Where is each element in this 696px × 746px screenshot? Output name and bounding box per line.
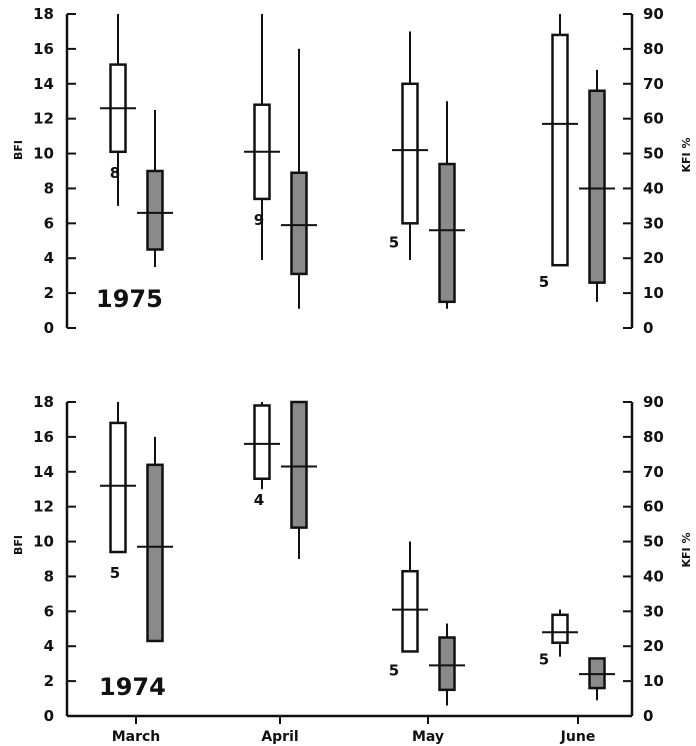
year-label: 1975 [96,285,163,313]
y-tick-label-left: 12 [33,110,54,128]
y-tick-label-right: 0 [643,707,653,725]
y-tick-label-right: 40 [643,179,664,197]
y-tick-label-left: 4 [44,637,54,655]
box-kfi [146,169,164,251]
y-tick-label-left: 0 [44,319,54,337]
x-category-label: June [560,729,596,745]
y-tick-label-right: 40 [643,567,664,585]
y-tick-label-left: 18 [33,393,54,411]
sample-size-label: 5 [389,233,399,251]
sample-size-label: 5 [539,651,549,669]
y-tick-label-right: 20 [643,637,664,655]
y-tick-label-left: 18 [33,5,54,23]
y-tick-label-left: 14 [33,463,54,481]
y-tick-label-right: 50 [643,145,664,163]
x-category-label: May [412,729,444,745]
box-kfi [290,400,308,529]
y-tick-label-right: 70 [643,75,664,93]
box-kfi [146,463,164,643]
y-axis-title-right: KFI % [680,533,693,568]
y-tick-label-right: 60 [643,498,664,516]
y-tick-label-left: 16 [33,40,54,58]
y-axis-title-left: BFI [12,140,25,160]
y-tick-label-right: 10 [643,284,664,302]
box-kfi [438,162,456,304]
y-tick-label-right: 80 [643,40,664,58]
y-tick-label-right: 60 [643,110,664,128]
y-tick-label-left: 2 [44,284,54,302]
y-axis-title-left: BFI [12,535,25,555]
box-bfi [109,421,127,554]
panel-1974: 1974 BFI KFI % 0 2 4 6 8 10 12 14 16 18 0 10 20 30 40 5… [12,393,693,745]
sample-size-label: 9 [254,211,264,229]
sample-size-label: 8 [110,164,120,182]
y-tick-label-left: 14 [33,75,54,93]
y-tick-label-left: 6 [44,214,54,232]
y-tick-label-left: 4 [44,249,54,267]
box-bfi [551,33,569,267]
box-bfi [253,404,271,481]
y-axis-title-right: KFI % [680,138,693,173]
y-tick-label-left: 12 [33,498,54,516]
box-bfi [401,82,419,225]
y-tick-label-right: 90 [643,393,664,411]
sample-size-label: 5 [389,661,399,679]
box-kfi [290,171,308,276]
box-kfi [588,89,606,284]
y-tick-label-right: 90 [643,5,664,23]
y-tick-label-left: 6 [44,602,54,620]
box-bfi [551,613,569,644]
y-tick-label-left: 16 [33,428,54,446]
x-category-label: April [261,729,298,745]
y-tick-label-left: 8 [44,179,54,197]
y-tick-label-right: 0 [643,319,653,337]
y-tick-label-left: 0 [44,707,54,725]
y-tick-label-left: 10 [33,145,54,163]
y-tick-label-right: 10 [643,672,664,690]
y-tick-label-left: 8 [44,567,54,585]
box-bfi [401,569,419,653]
y-tick-label-right: 20 [643,249,664,267]
sample-size-label: 4 [254,491,264,509]
y-tick-label-left: 2 [44,672,54,690]
y-tick-label-left: 10 [33,533,54,551]
sample-size-label: 5 [110,564,120,582]
box-kfi [438,636,456,692]
y-tick-label-right: 30 [643,602,664,620]
sample-size-label: 5 [539,273,549,291]
year-label: 1974 [99,673,166,701]
y-tick-label-right: 80 [643,428,664,446]
y-tick-label-right: 50 [643,533,664,551]
y-tick-label-right: 30 [643,214,664,232]
panel-1975: 1975 BFI KFI % 0 2 4 6 8 10 12 14 16 18 0 10 20 30 40 5… [12,5,693,337]
x-category-label: March [112,729,161,745]
y-tick-label-right: 70 [643,463,664,481]
